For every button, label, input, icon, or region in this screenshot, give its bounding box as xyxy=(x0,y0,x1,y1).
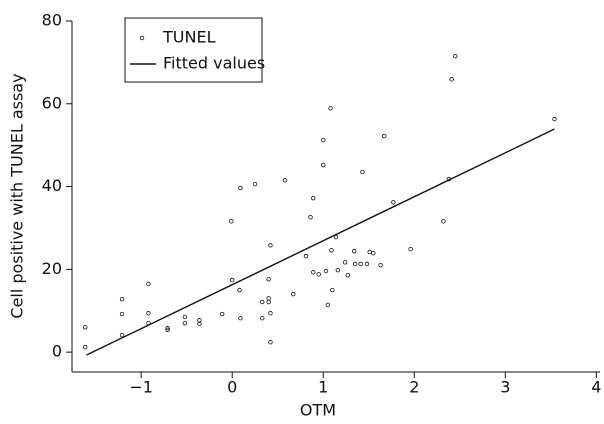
point xyxy=(165,325,170,331)
point xyxy=(268,311,273,316)
fitted-line xyxy=(86,128,555,356)
legend-label: TUNEL xyxy=(162,28,216,47)
point xyxy=(367,249,372,255)
point xyxy=(303,253,309,259)
point xyxy=(268,339,273,345)
point xyxy=(197,321,202,327)
point xyxy=(308,214,313,220)
point xyxy=(119,311,125,317)
point xyxy=(82,344,88,350)
point xyxy=(146,281,151,287)
y-tick-label: 80 xyxy=(42,11,62,30)
point xyxy=(260,299,265,305)
point xyxy=(329,248,334,253)
point xyxy=(408,246,413,252)
point xyxy=(119,332,125,338)
point xyxy=(252,181,258,187)
legend-marker xyxy=(139,35,145,41)
point xyxy=(371,251,376,256)
point xyxy=(358,261,363,267)
point xyxy=(352,248,357,254)
y-axis-title: Cell positive with TUNEL assay xyxy=(8,73,27,318)
point xyxy=(453,53,458,59)
point xyxy=(238,315,243,321)
point xyxy=(323,268,329,274)
point xyxy=(282,178,288,183)
x-tick-label: 0 xyxy=(227,378,237,397)
point xyxy=(342,260,348,265)
point xyxy=(182,314,188,320)
point xyxy=(266,277,271,282)
point xyxy=(82,325,88,330)
point xyxy=(146,311,151,316)
point xyxy=(266,296,271,301)
point xyxy=(311,195,316,201)
x-tick-label: 3 xyxy=(500,378,510,397)
x-tick-label: 4 xyxy=(591,378,601,397)
x-tick-label: 2 xyxy=(409,378,419,397)
point xyxy=(378,263,383,268)
point xyxy=(360,169,365,175)
point xyxy=(330,287,335,293)
point xyxy=(220,311,225,317)
legend-label: Fitted values xyxy=(163,54,265,73)
point xyxy=(335,267,341,273)
point xyxy=(266,299,271,305)
point xyxy=(165,327,170,332)
point xyxy=(382,133,387,139)
point xyxy=(237,287,242,293)
point xyxy=(449,77,454,82)
point xyxy=(345,272,351,278)
point xyxy=(352,261,358,267)
point xyxy=(238,186,243,191)
legend-box xyxy=(124,17,263,83)
x-axis-title: OTM xyxy=(300,401,336,420)
point xyxy=(260,315,265,321)
point xyxy=(316,272,321,277)
point xyxy=(328,106,333,111)
point xyxy=(311,270,316,275)
point xyxy=(291,291,296,297)
point xyxy=(552,116,557,122)
y-tick-label: 0 xyxy=(52,342,62,361)
y-tick-label: 20 xyxy=(42,259,62,278)
x-tick-label: −1 xyxy=(129,378,153,397)
point xyxy=(321,162,326,168)
y-tick-label: 40 xyxy=(42,176,62,195)
point xyxy=(268,243,273,248)
point xyxy=(230,277,235,283)
point xyxy=(364,261,370,267)
point xyxy=(391,200,396,205)
point xyxy=(229,219,234,224)
y-tick-label: 60 xyxy=(42,93,62,112)
point xyxy=(321,138,326,143)
point xyxy=(325,302,331,308)
point xyxy=(182,320,188,326)
point xyxy=(197,318,202,323)
point xyxy=(119,296,125,302)
x-tick-label: 1 xyxy=(318,378,328,397)
point xyxy=(441,219,446,224)
